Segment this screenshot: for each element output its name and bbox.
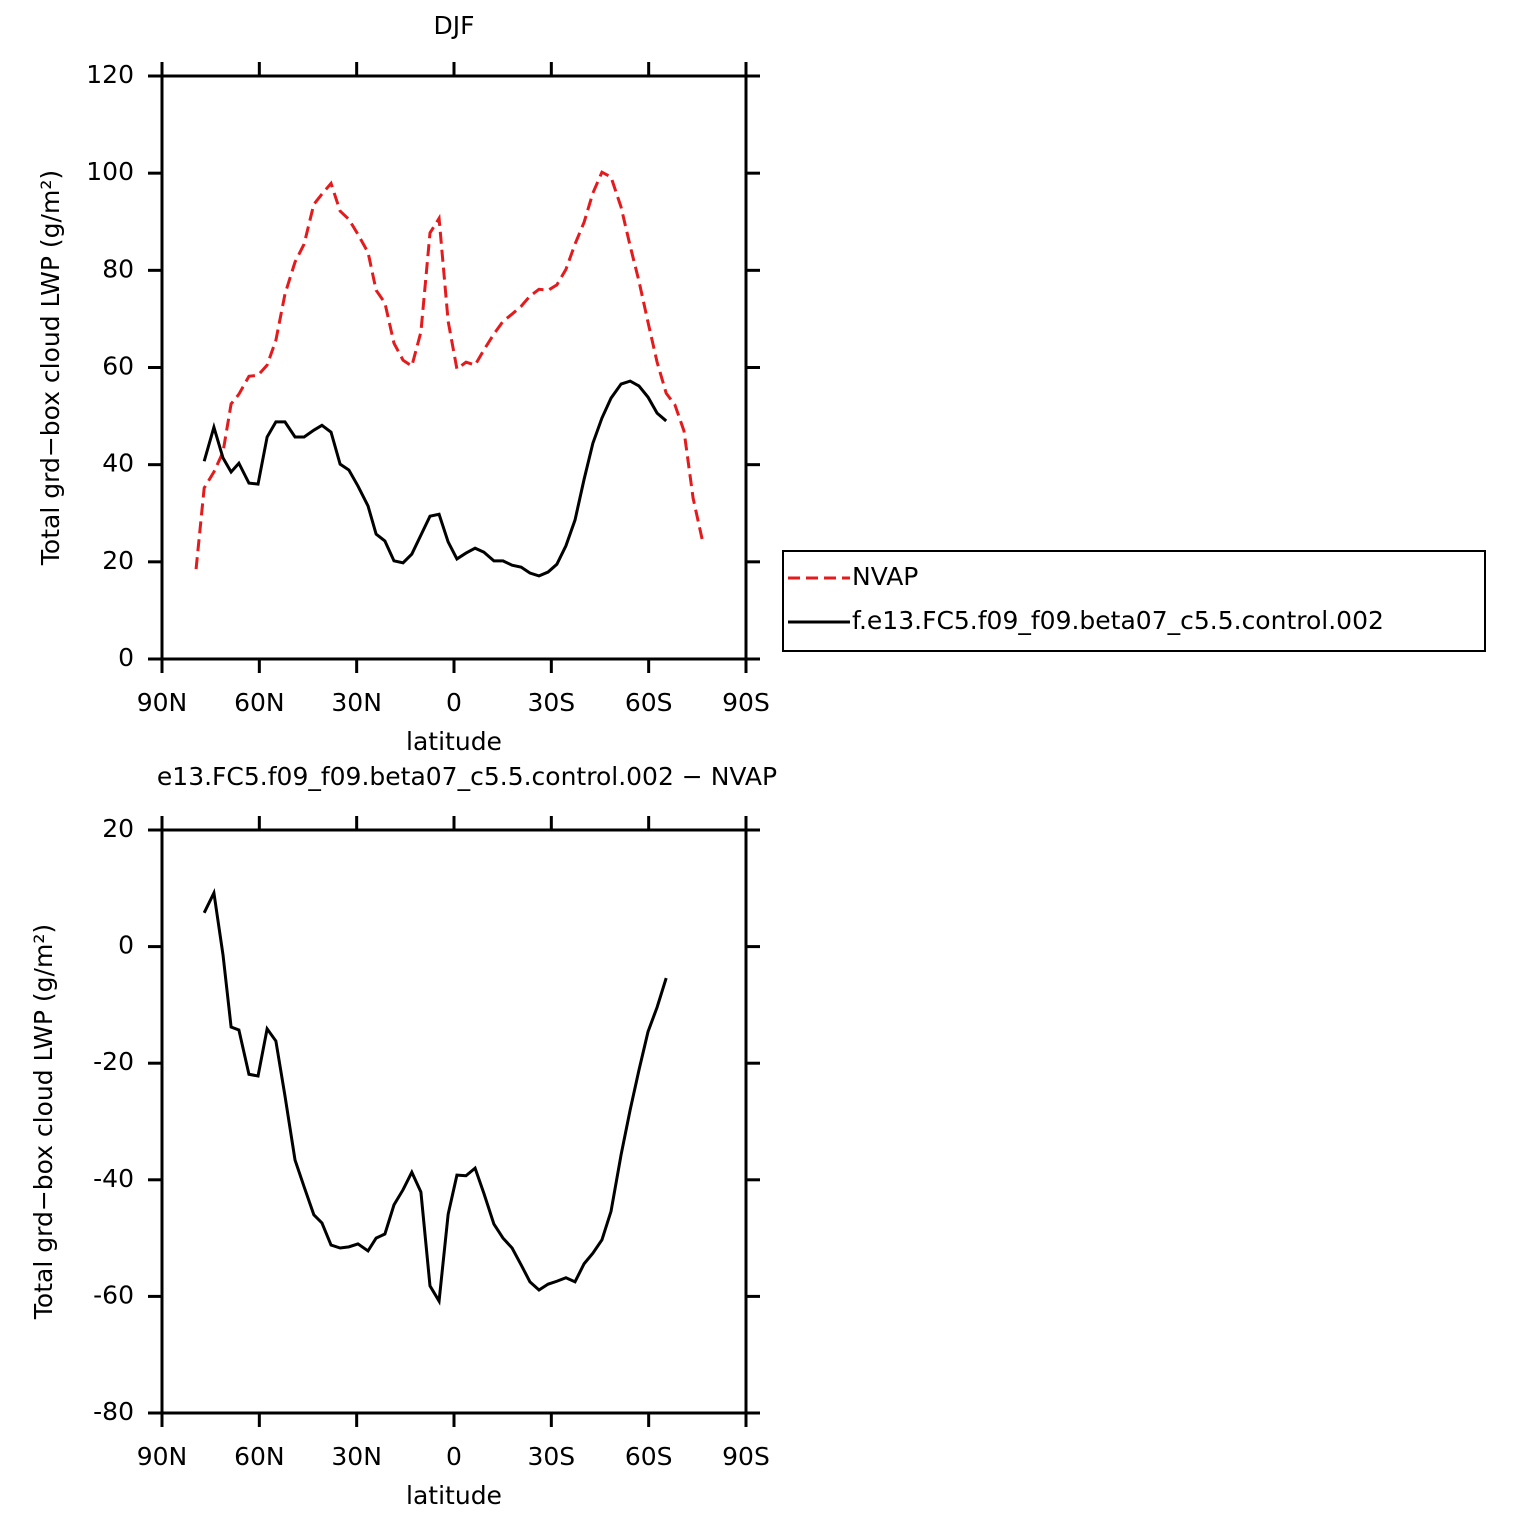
y-tick-label: 60 [102, 352, 134, 381]
x-tick-label: 90S [722, 688, 770, 717]
x-tick-label: 30S [527, 688, 575, 717]
x-axis-label: latitude [406, 1481, 502, 1510]
plot-frame [160, 828, 748, 1415]
legend-label: f.e13.FC5.f09_f09.beta07_c5.5.control.00… [852, 606, 1384, 635]
y-tick-label: -60 [93, 1280, 134, 1309]
y-tick-label: 40 [102, 449, 134, 478]
x-tick-label: 30S [527, 1442, 575, 1471]
legend-label: NVAP [852, 562, 918, 591]
data-line [202, 887, 668, 1306]
y-tick-label: -80 [93, 1397, 134, 1426]
x-tick-label: 60N [234, 688, 285, 717]
x-tick-label: 30N [331, 1442, 382, 1471]
y-axis-label: Total grd−box cloud LWP (g/m²) [29, 924, 58, 1320]
x-axis-label: latitude [406, 727, 502, 756]
chart-title: e13.FC5.f09_f09.beta07_c5.5.control.002 … [157, 762, 777, 791]
y-axis-label: Total grd−box cloud LWP (g/m²) [36, 170, 65, 566]
y-tick-label: 20 [102, 546, 134, 575]
y-tick-label: 100 [86, 157, 134, 186]
x-tick-label: 0 [446, 688, 462, 717]
y-tick-label: -40 [93, 1164, 134, 1193]
y-tick-label: 120 [86, 60, 134, 89]
x-tick-label: 60S [625, 1442, 673, 1471]
legend-box [782, 550, 1486, 652]
y-tick-label: 20 [102, 814, 134, 843]
x-tick-label: 90N [137, 1442, 188, 1471]
y-tick-label: 0 [118, 643, 134, 672]
y-tick-label: 0 [118, 931, 134, 960]
x-tick-label: 90S [722, 1442, 770, 1471]
data-line [194, 170, 705, 570]
y-tick-label: -20 [93, 1047, 134, 1076]
data-line [202, 379, 668, 578]
x-tick-label: 60N [234, 1442, 285, 1471]
y-tick-label: 80 [102, 254, 134, 283]
x-tick-label: 0 [446, 1442, 462, 1471]
chart-title: DJF [433, 11, 474, 40]
x-tick-label: 60S [625, 688, 673, 717]
x-tick-label: 30N [331, 688, 382, 717]
plot-frame [160, 74, 748, 661]
x-tick-label: 90N [137, 688, 188, 717]
